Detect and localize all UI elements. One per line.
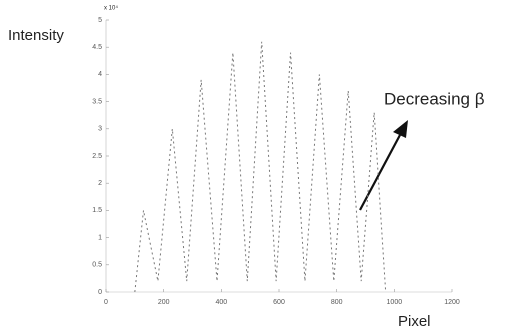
data-line (135, 42, 386, 292)
x-tick-label: 600 (273, 299, 285, 306)
x-tick-label: 400 (215, 299, 227, 306)
y-tick-label: 4 (98, 71, 102, 78)
y-tick-label: 1 (98, 234, 102, 241)
y-axis-label: Intensity (8, 27, 64, 44)
y-tick-label: 0 (98, 289, 102, 296)
x-axis-label: Pixel (398, 313, 431, 330)
y-tick-label: 3 (98, 126, 102, 133)
y-tick-label: 5 (98, 17, 102, 24)
x-tick-label: 1200 (444, 299, 460, 306)
annotation-arrowhead (393, 120, 408, 138)
y-tick-label: 2 (98, 180, 102, 187)
y-tick-label: 3.5 (92, 98, 102, 105)
y-tick-label: 1.5 (92, 207, 102, 214)
x-tick-label: 200 (158, 299, 170, 306)
y-scale-label: x 10⁴ (104, 5, 118, 12)
chart: Intensity Pixel x 10⁴ Decreasing β 0 0.5 1… (0, 0, 511, 333)
y-tick-label: 4.5 (92, 44, 102, 51)
x-tick-label: 0 (104, 299, 108, 306)
x-tick-label: 800 (331, 299, 343, 306)
y-tick-label: 2.5 (92, 153, 102, 160)
y-tick-label: 0.5 (92, 262, 102, 269)
x-tick-label: 1000 (387, 299, 403, 306)
annotation: Decreasing β (384, 89, 485, 108)
